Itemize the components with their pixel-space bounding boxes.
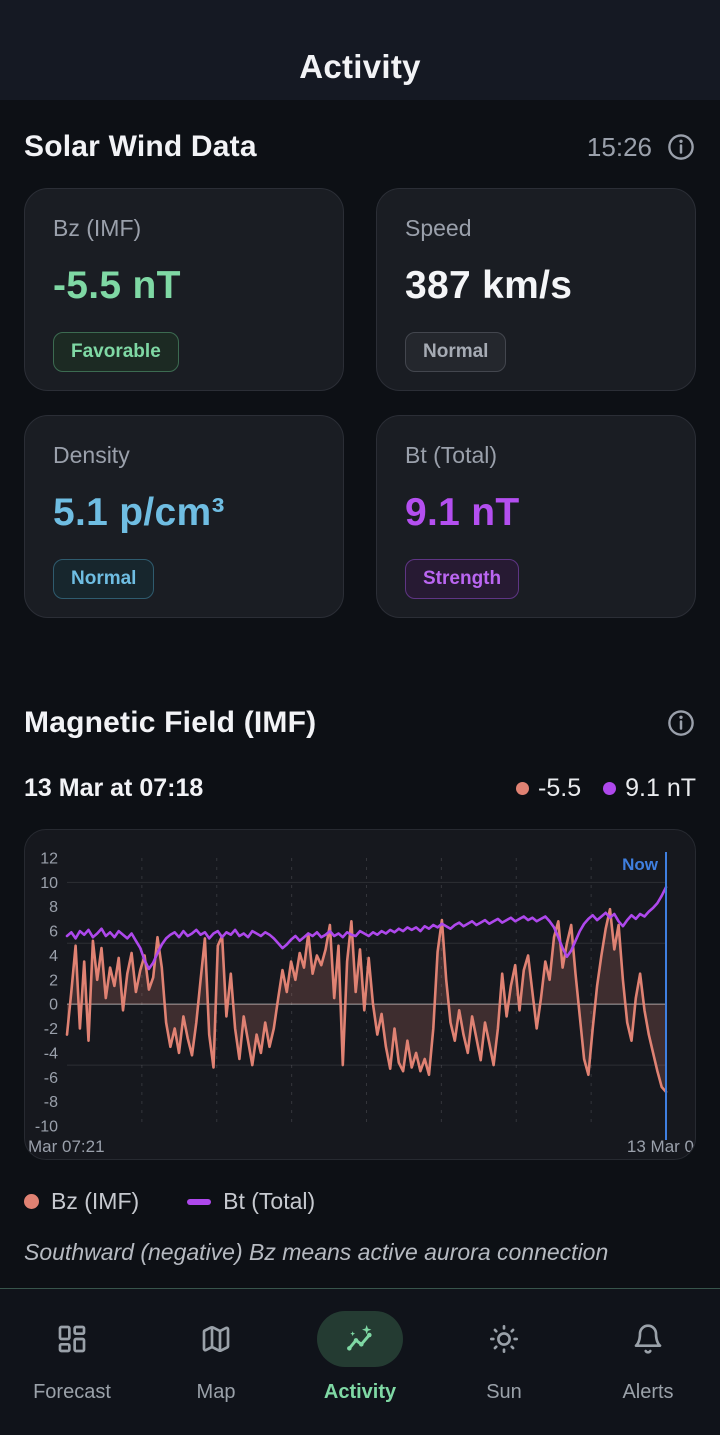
bz-dot-icon: [516, 782, 530, 795]
data-timestamp: 15:26: [586, 131, 652, 162]
svg-text:2: 2: [49, 972, 58, 989]
svg-text:13 Mar 0: 13 Mar 0: [627, 1137, 694, 1156]
chart-caption: Southward (negative) Bz means active aur…: [24, 1239, 609, 1265]
tab-activity[interactable]: Activity: [288, 1289, 432, 1435]
svg-text:-8: -8: [44, 1094, 58, 1111]
bottom-tab-bar: Forecast Map Activity: [0, 1288, 720, 1435]
card-density[interactable]: Density 5.1 p/cm³ Normal: [24, 415, 344, 618]
svg-text:0: 0: [49, 997, 58, 1014]
svg-text:10: 10: [40, 875, 58, 892]
stat-label: Bz (IMF): [53, 215, 142, 241]
solar-wind-header: Solar Wind Data 15:26: [24, 130, 696, 164]
svg-text:Mar 07:21: Mar 07:21: [28, 1137, 105, 1156]
card-bt-total[interactable]: Bt (Total) 9.1 nT Strength: [376, 415, 696, 618]
status-badge: Strength: [405, 559, 520, 599]
magnetic-field-title: Magnetic Field (IMF): [24, 706, 317, 739]
stat-value: -5.5 nT: [53, 264, 181, 307]
tab-label: Forecast: [33, 1381, 111, 1403]
info-icon[interactable]: [666, 132, 696, 162]
stat-value: 9.1 nT: [405, 491, 520, 534]
activity-sparkline-icon: [347, 1325, 372, 1351]
stat-label: Speed: [405, 215, 472, 241]
svg-text:6: 6: [49, 924, 58, 941]
main-content: Solar Wind Data 15:26 Bz (IMF) -5.5 nT F…: [0, 130, 720, 1266]
tab-label: Alerts: [622, 1381, 674, 1403]
bt-dot-icon: [603, 782, 617, 795]
tab-label: Map: [196, 1381, 236, 1403]
tab-map[interactable]: Map: [144, 1289, 288, 1435]
tab-sun[interactable]: Sun: [432, 1289, 576, 1435]
tab-label: Sun: [486, 1381, 522, 1403]
status-badge: Normal: [53, 559, 155, 599]
legend-bt: Bt (Total): [187, 1188, 315, 1215]
status-badge: Normal: [405, 332, 507, 372]
stat-label: Bt (Total): [405, 442, 498, 468]
svg-text:8: 8: [49, 899, 58, 916]
stat-value: 387 km/s: [405, 264, 573, 307]
imf-chart-canvas: 12 10 8 6 4 2 0 -2 -4 -6 -8 -10 Now Mar 07:21 13 Mar 0: [28, 851, 694, 1157]
current-bz-readout: -5.5: [516, 774, 581, 803]
chart-timestamp: 13 Mar at 07:18: [24, 774, 204, 802]
info-icon[interactable]: [666, 708, 696, 738]
dashboard-icon: [58, 1325, 86, 1353]
card-bz-imf[interactable]: Bz (IMF) -5.5 nT Favorable: [24, 188, 344, 391]
sun-icon: [490, 1325, 518, 1353]
bell-icon: [634, 1324, 662, 1354]
tab-alerts[interactable]: Alerts: [576, 1289, 720, 1435]
svg-text:12: 12: [40, 851, 58, 868]
status-badge: Favorable: [53, 332, 179, 372]
card-speed[interactable]: Speed 387 km/s Normal: [376, 188, 696, 391]
svg-text:4: 4: [49, 948, 58, 965]
stat-value: 5.1 p/cm³: [53, 491, 225, 534]
legend-bz: Bz (IMF): [24, 1188, 139, 1215]
app-bar: Activity: [0, 0, 720, 100]
imf-chart[interactable]: 12 10 8 6 4 2 0 -2 -4 -6 -8 -10 Now Mar 07:21 13 Mar 0: [24, 829, 696, 1160]
tab-forecast[interactable]: Forecast: [0, 1289, 144, 1435]
magnetic-field-header: Magnetic Field (IMF): [24, 706, 696, 740]
svg-text:Now: Now: [622, 855, 659, 874]
solar-wind-cards: Bz (IMF) -5.5 nT Favorable Speed 387 km/…: [24, 188, 696, 618]
page-title: Activity: [299, 48, 421, 85]
solar-wind-title: Solar Wind Data: [24, 130, 257, 163]
stat-label: Density: [53, 442, 130, 468]
svg-text:-2: -2: [44, 1021, 58, 1038]
chart-legend: Bz (IMF) Bt (Total): [24, 1188, 696, 1215]
bz-dot-icon: [24, 1194, 39, 1209]
map-icon: [202, 1325, 230, 1353]
svg-text:-6: -6: [44, 1070, 58, 1087]
current-bt-readout: 9.1 nT: [603, 774, 696, 803]
chart-readout-row: 13 Mar at 07:18 -5.5 9.1 nT: [24, 774, 696, 803]
tab-label: Activity: [323, 1381, 397, 1403]
svg-text:-10: -10: [35, 1119, 58, 1136]
bt-dash-icon: [187, 1198, 212, 1205]
svg-text:-4: -4: [44, 1045, 58, 1062]
